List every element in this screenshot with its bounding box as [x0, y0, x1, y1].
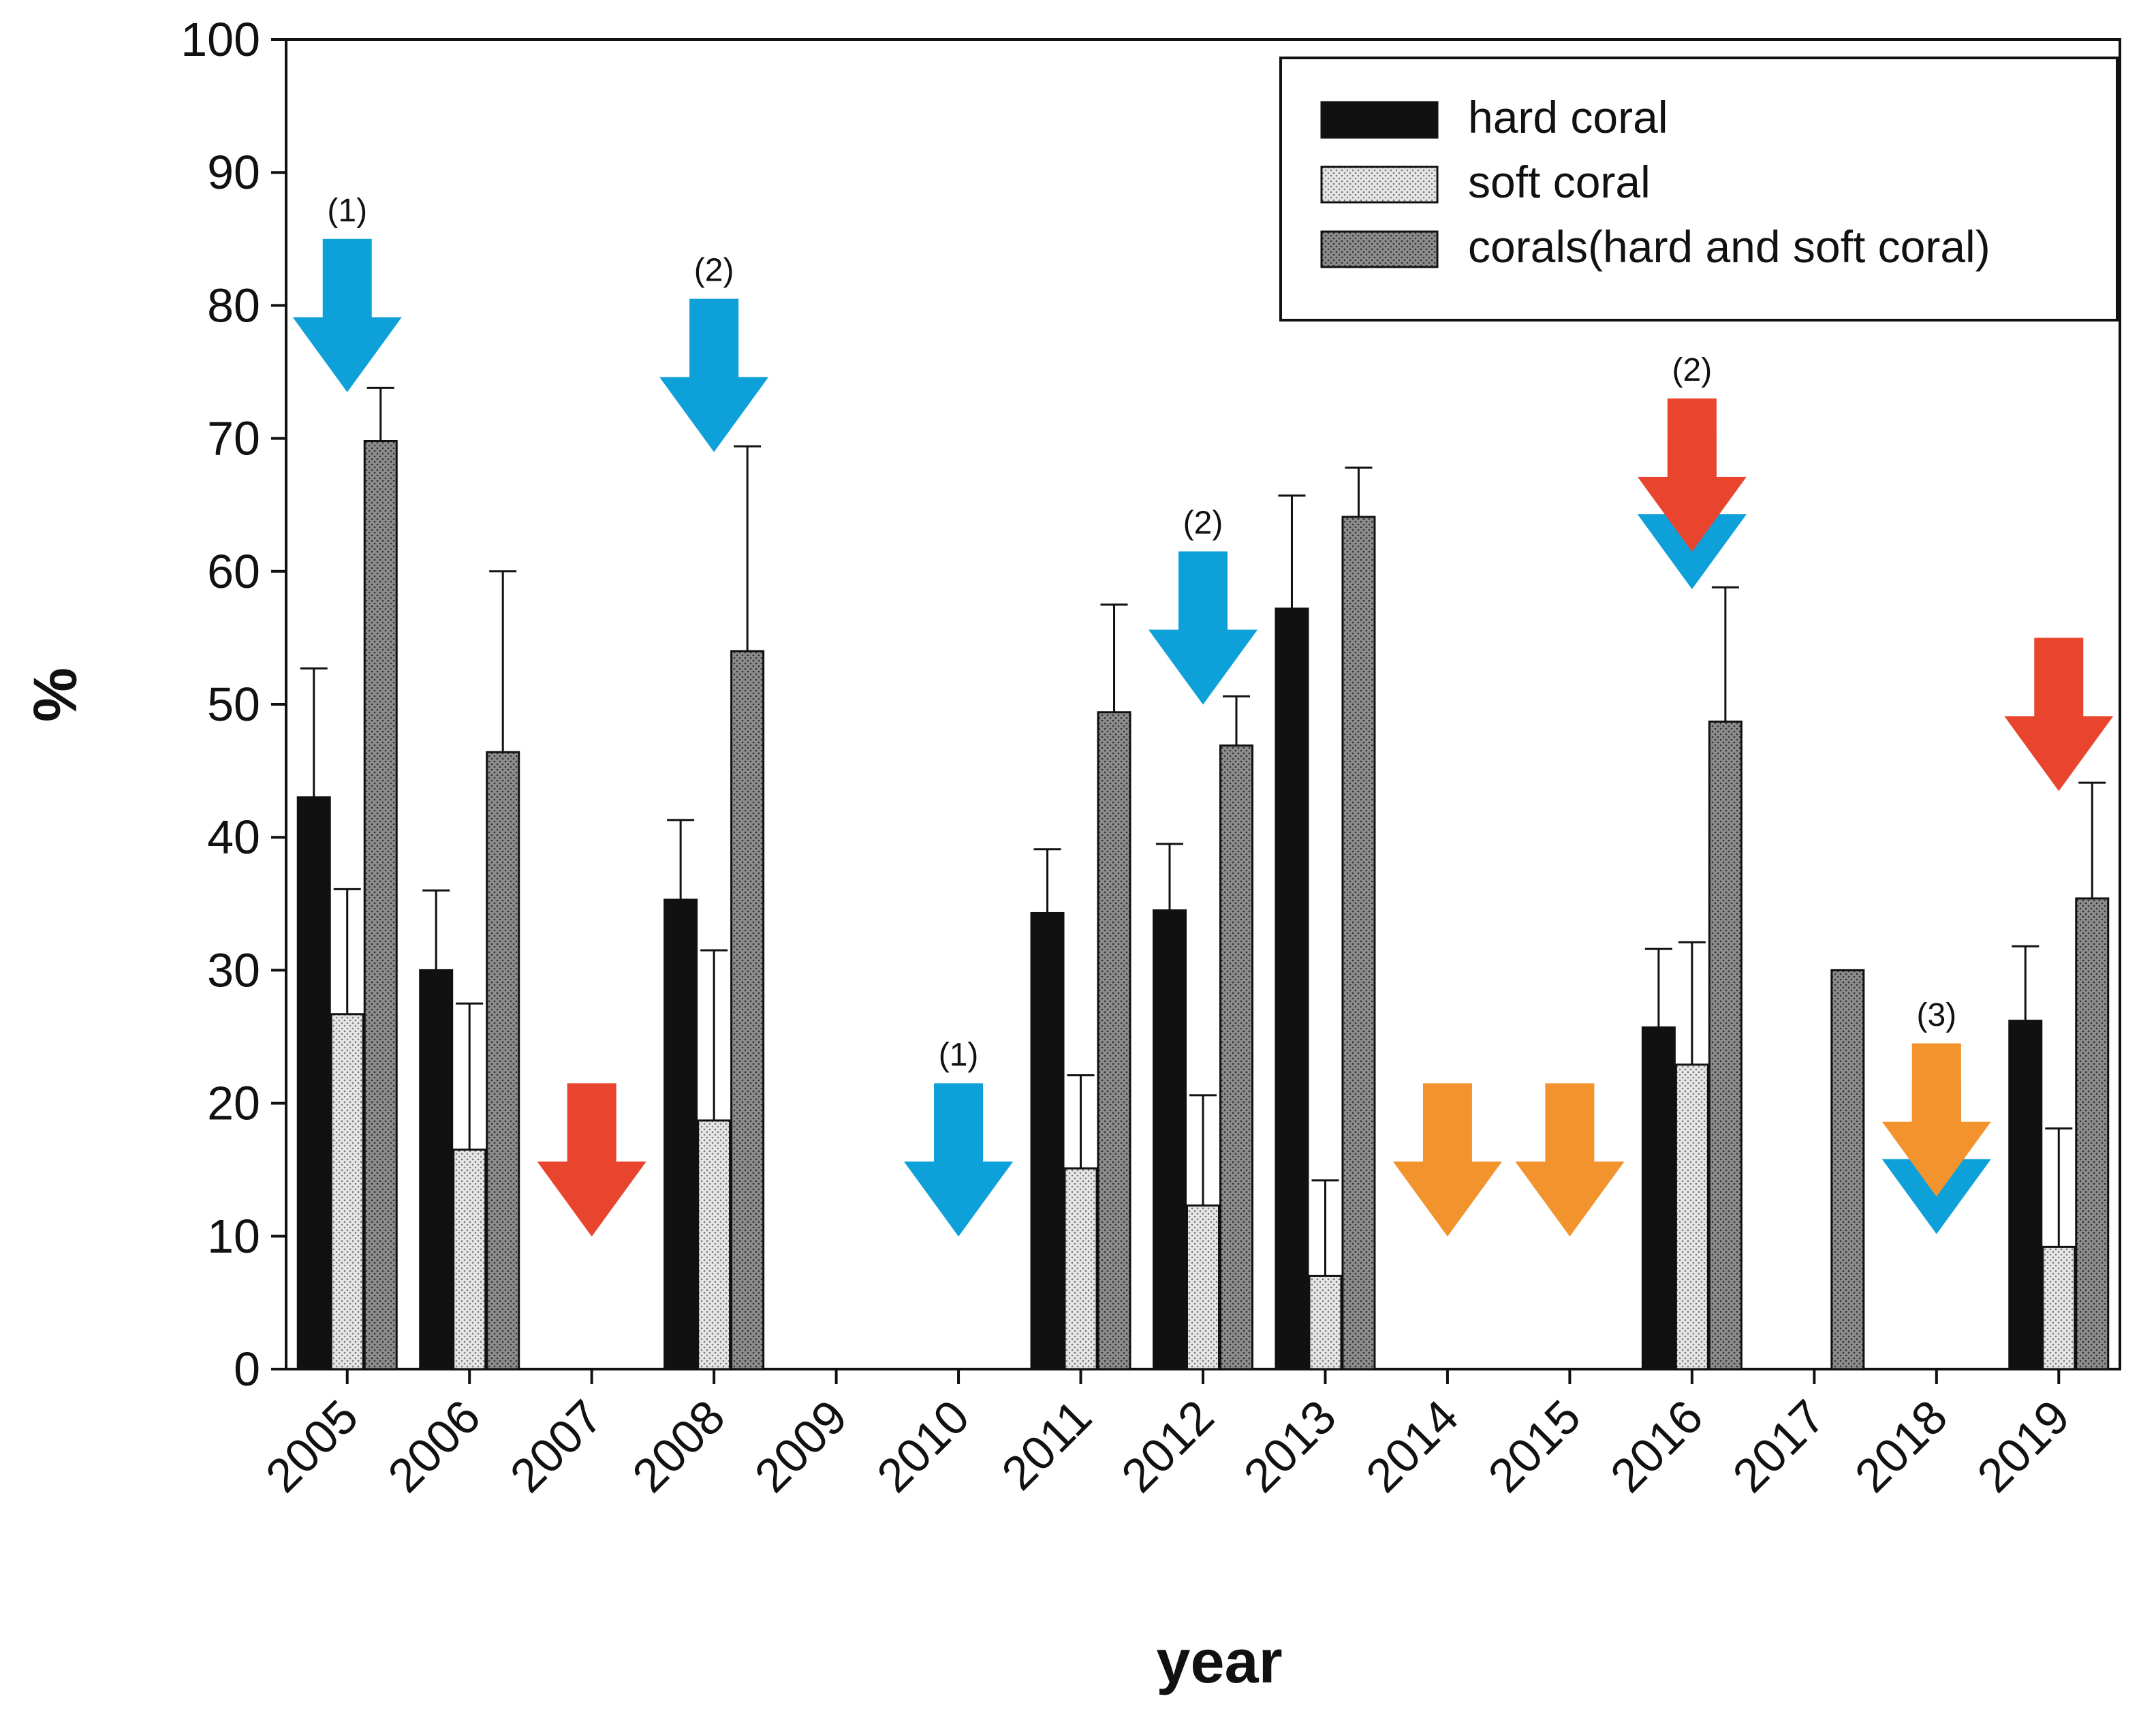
y-tick-label: 30 — [207, 943, 260, 997]
bar — [1063, 1167, 1098, 1370]
x-tick-label: 2005 — [255, 1390, 368, 1502]
legend-swatch — [1320, 230, 1439, 268]
arrow-label: (2) — [1672, 352, 1713, 388]
bar — [1219, 744, 1253, 1370]
y-tick-label: 60 — [207, 545, 260, 598]
y-tick-label: 100 — [181, 13, 260, 66]
x-tick-label: 2009 — [745, 1390, 857, 1502]
x-tick-label: 2017 — [1723, 1390, 1835, 1502]
x-tick-label: 2008 — [622, 1390, 734, 1502]
bar — [2008, 1020, 2043, 1370]
blue-arrow-icon — [292, 238, 402, 392]
bar — [663, 898, 698, 1370]
bar — [1030, 911, 1065, 1370]
legend: hard coral soft coral corals(hard and soft… — [1279, 57, 2119, 322]
blue-arrow-icon — [904, 1083, 1014, 1237]
bar — [2075, 897, 2110, 1370]
bar — [296, 796, 331, 1370]
x-tick-label: 2015 — [1478, 1390, 1591, 1502]
x-tick-label: 2012 — [1111, 1390, 1223, 1502]
bar — [1097, 711, 1131, 1370]
bar — [330, 1013, 364, 1370]
x-tick-label: 2019 — [1967, 1390, 2080, 1502]
bar — [419, 969, 454, 1370]
x-axis: 2005 2006 2007 2008 2009 2010 2011 2012 2013 2014… — [255, 1369, 2080, 1503]
x-tick-label: 2018 — [1845, 1390, 1957, 1502]
y-axis-title: % — [22, 668, 90, 722]
arrow-label: (2) — [1183, 505, 1223, 542]
bar — [697, 1119, 732, 1370]
y-axis: 0 10 20 30 40 50 60 70 80 90 100 — [181, 13, 286, 1396]
bar — [486, 751, 520, 1370]
x-tick-label: 2014 — [1356, 1390, 1468, 1502]
y-tick-label: 20 — [207, 1077, 260, 1130]
legend-label: hard coral — [1468, 92, 1668, 142]
bar — [1275, 607, 1309, 1370]
y-tick-label: 10 — [207, 1210, 260, 1263]
legend-swatch — [1320, 166, 1439, 204]
bar — [1308, 1274, 1343, 1370]
error-bars-group — [300, 386, 2106, 1276]
x-tick-label: 2016 — [1600, 1390, 1713, 1502]
x-tick-label: 2011 — [992, 1390, 1102, 1500]
y-tick-label: 0 — [234, 1343, 260, 1396]
x-tick-label: 2007 — [500, 1390, 612, 1502]
bar — [363, 440, 398, 1370]
arrow-label: (1) — [327, 193, 367, 229]
y-tick-label: 80 — [207, 279, 260, 332]
x-axis-title: year — [1156, 1628, 1282, 1696]
bar — [2042, 1245, 2076, 1370]
legend-label: corals(hard and soft coral) — [1468, 221, 1990, 272]
blue-arrow-icon — [659, 298, 769, 452]
x-tick-label: 2006 — [378, 1390, 490, 1502]
y-tick-label: 50 — [207, 678, 260, 731]
x-tick-label: 2010 — [866, 1390, 979, 1502]
red-arrow-icon — [537, 1083, 646, 1237]
orange-arrow-icon — [1392, 1083, 1502, 1237]
bar — [1708, 720, 1743, 1370]
orange-arrow-icon — [1515, 1083, 1625, 1237]
y-tick-label: 70 — [207, 412, 260, 465]
blue-arrow-icon — [1149, 551, 1257, 705]
x-tick-label: 2013 — [1234, 1390, 1346, 1502]
bar — [730, 650, 765, 1370]
arrow-label: (1) — [939, 1037, 979, 1073]
bar — [1186, 1204, 1220, 1370]
bar — [1830, 969, 1865, 1370]
arrow-label: (3) — [1916, 997, 1956, 1033]
bar — [1641, 1026, 1676, 1370]
red-arrow-icon — [1637, 398, 1747, 552]
arrows-group: (1) (2) (1) (2) (2) (3) — [292, 193, 2114, 1237]
bar — [1153, 909, 1187, 1370]
bar — [1674, 1063, 1709, 1370]
y-tick-label: 90 — [207, 146, 260, 199]
bars-group — [296, 440, 2110, 1370]
legend-swatch — [1320, 101, 1439, 139]
bar — [452, 1148, 487, 1370]
orange-arrow-icon — [1881, 1043, 1991, 1197]
arrow-label: (2) — [694, 253, 734, 289]
y-tick-label: 40 — [207, 811, 260, 864]
red-arrow-icon — [2004, 638, 2114, 791]
legend-label: soft coral — [1468, 157, 1651, 207]
bar — [1341, 516, 1376, 1370]
